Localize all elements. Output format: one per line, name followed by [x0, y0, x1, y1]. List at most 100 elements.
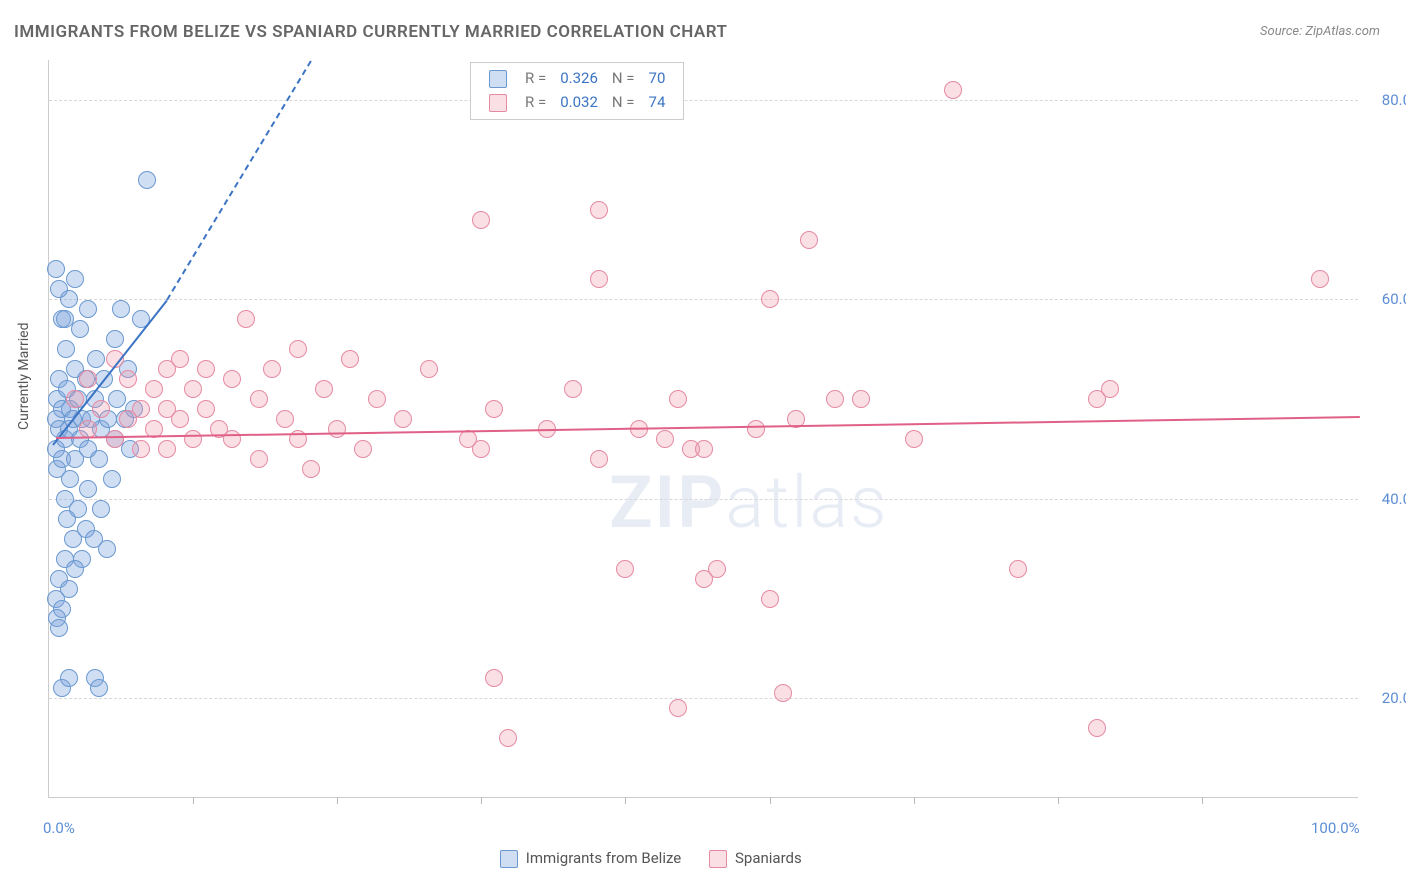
data-point [184, 430, 202, 448]
data-point [79, 300, 97, 318]
x-tick [914, 797, 915, 804]
legend-swatch [489, 70, 507, 88]
data-point [354, 440, 372, 458]
data-point [171, 350, 189, 368]
data-point [289, 340, 307, 358]
trend-line [56, 416, 1359, 439]
legend-r-value: 0.032 [554, 91, 604, 113]
x-tick-label: 100.0% [1311, 819, 1360, 837]
legend-n-value: 70 [643, 67, 672, 89]
legend-swatch [489, 94, 507, 112]
chart-title: IMMIGRANTS FROM BELIZE VS SPANIARD CURRE… [14, 22, 727, 42]
data-point [564, 380, 582, 398]
x-tick [193, 797, 194, 804]
data-point [223, 430, 241, 448]
data-point [250, 450, 268, 468]
watermark: ZIPatlas [609, 460, 889, 545]
data-point [145, 380, 163, 398]
legend-swatch [709, 850, 727, 868]
data-point [394, 410, 412, 428]
data-point [590, 201, 608, 219]
gridline-h [49, 100, 1358, 101]
legend-item: Immigrants from Belize [500, 849, 681, 868]
legend-n-label: N = [606, 91, 641, 113]
data-point [106, 430, 124, 448]
data-point [79, 370, 97, 388]
data-point [774, 684, 792, 702]
data-point [1009, 560, 1027, 578]
data-point [197, 400, 215, 418]
data-point [132, 440, 150, 458]
data-point [341, 350, 359, 368]
legend-item-label: Immigrants from Belize [526, 849, 682, 867]
data-point [826, 390, 844, 408]
data-point [590, 270, 608, 288]
x-tick [625, 797, 626, 804]
data-point [138, 171, 156, 189]
data-point [90, 450, 108, 468]
y-tick-label: 80.0% [1382, 91, 1406, 109]
legend-n-label: N = [606, 67, 641, 89]
data-point [695, 440, 713, 458]
data-point [590, 450, 608, 468]
data-point [368, 390, 386, 408]
x-tick [481, 797, 482, 804]
legend-swatch [500, 850, 518, 868]
data-point [485, 669, 503, 687]
data-point [1311, 270, 1329, 288]
gridline-h [49, 499, 1358, 500]
gridline-h [49, 698, 1358, 699]
data-point [302, 460, 320, 478]
data-point [237, 310, 255, 328]
data-point [158, 440, 176, 458]
data-point [761, 590, 779, 608]
data-point [103, 470, 121, 488]
data-point [315, 380, 333, 398]
gridline-h [49, 299, 1358, 300]
x-tick-label: 0.0% [43, 819, 75, 837]
data-point [184, 380, 202, 398]
y-axis-title: Currently Married [16, 323, 32, 430]
data-point [79, 420, 97, 438]
data-point [112, 300, 130, 318]
source-label: Source: ZipAtlas.com [1260, 24, 1380, 39]
data-point [800, 231, 818, 249]
data-point [852, 390, 870, 408]
data-point [472, 440, 490, 458]
legend-n-value: 74 [643, 91, 672, 113]
data-point [66, 560, 84, 578]
data-point [328, 420, 346, 438]
data-point [472, 211, 490, 229]
x-tick [337, 797, 338, 804]
data-point [197, 360, 215, 378]
data-point [420, 360, 438, 378]
data-point [79, 480, 97, 498]
series-legend: Immigrants from Belize Spaniards [500, 849, 830, 868]
trend-line [166, 60, 312, 300]
plot-area: ZIPatlas 20.0%40.0%60.0%80.0%0.0%100.0% [48, 60, 1358, 798]
data-point [60, 580, 78, 598]
data-point [708, 560, 726, 578]
data-point [263, 360, 281, 378]
data-point [669, 699, 687, 717]
legend-item: Spaniards [709, 849, 801, 868]
data-point [747, 420, 765, 438]
y-tick-label: 20.0% [1382, 689, 1406, 707]
data-point [50, 280, 68, 298]
data-point [250, 390, 268, 408]
data-point [761, 290, 779, 308]
y-tick-label: 40.0% [1382, 490, 1406, 508]
data-point [90, 679, 108, 697]
data-point [1088, 719, 1106, 737]
data-point [98, 540, 116, 558]
data-point [61, 470, 79, 488]
legend-r-value: 0.326 [554, 67, 604, 89]
data-point [276, 410, 294, 428]
data-point [69, 500, 87, 518]
legend-r-label: R = [519, 67, 552, 89]
data-point [132, 400, 150, 418]
data-point [47, 260, 65, 278]
data-point [106, 330, 124, 348]
legend-r-label: R = [519, 91, 552, 113]
data-point [108, 390, 126, 408]
